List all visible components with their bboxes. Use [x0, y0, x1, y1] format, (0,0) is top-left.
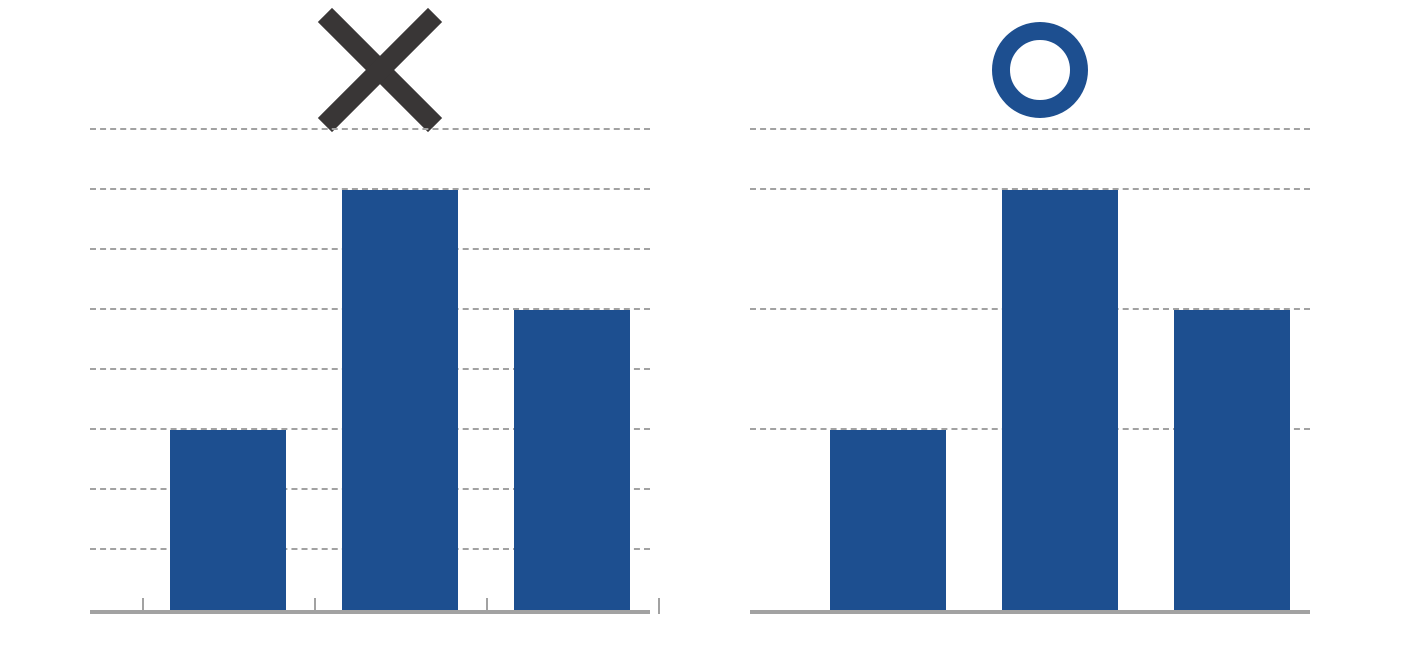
bar [1174, 310, 1290, 610]
panel-left [90, 10, 670, 610]
bar [170, 430, 286, 610]
cross-icon-svg [312, 2, 448, 138]
circle-icon-svg [974, 4, 1106, 136]
bar [830, 430, 946, 610]
x-tick [142, 598, 144, 614]
x-axis-baseline [750, 610, 1310, 614]
plot-area [750, 130, 1330, 610]
bar [342, 190, 458, 610]
bar [1002, 190, 1118, 610]
x-axis-baseline [90, 610, 650, 614]
plot-area [90, 130, 670, 610]
panel-right [750, 10, 1330, 610]
x-tick [314, 598, 316, 614]
x-tick [658, 598, 660, 614]
bar-chart-left [90, 130, 670, 610]
circle-icon [974, 10, 1106, 130]
page [0, 0, 1420, 660]
panels-row [90, 10, 1330, 610]
x-tick [486, 598, 488, 614]
bar-chart-right [750, 130, 1330, 610]
cross-icon [312, 10, 448, 130]
bar [514, 310, 630, 610]
